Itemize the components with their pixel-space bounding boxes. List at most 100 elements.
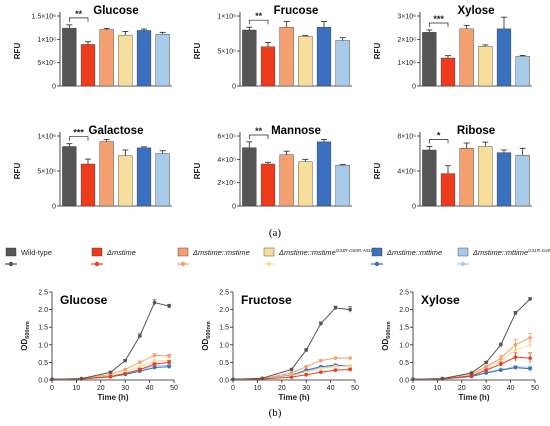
data-point xyxy=(304,348,309,352)
y-tick-label: 4×10⁵ xyxy=(397,169,416,176)
data-point xyxy=(513,365,518,370)
data-point xyxy=(108,374,113,379)
bar-chart-1: Frucose 0 5×10⁵ 1×10⁶ RFU ** xyxy=(193,5,352,91)
x-tick-label: 40 xyxy=(327,385,335,392)
bar-0 xyxy=(242,29,257,87)
y-tick-label: 6×10⁵ xyxy=(217,134,236,141)
line-chart-0: 0.0 0.5 1.0 1.5 2.0 2.5 0 10 20 30 40 50 Time (h) OD6… xyxy=(20,290,178,403)
y-tick-label: 0 xyxy=(232,204,236,211)
data-point xyxy=(499,368,503,372)
bar-4 xyxy=(136,30,152,87)
legend-bar-swatch xyxy=(263,247,275,257)
y-axis-label: OD600nm xyxy=(201,321,212,351)
legend-item-4: Δmstime::mttime xyxy=(371,247,442,267)
x-tick-label: 0 xyxy=(411,385,415,392)
data-point xyxy=(513,355,518,359)
data-point xyxy=(513,343,518,347)
y-axis-label: OD600nm xyxy=(381,321,392,351)
y-tick-label: 2.0 xyxy=(38,307,48,314)
data-point xyxy=(152,300,157,305)
bar-5 xyxy=(335,40,350,87)
data-point xyxy=(167,304,171,308)
bar-2 xyxy=(279,154,294,207)
bar-4 xyxy=(136,147,152,207)
data-point xyxy=(513,311,518,315)
legend-marker xyxy=(460,261,466,267)
bar-0 xyxy=(422,32,437,87)
chart-title: Mannose xyxy=(271,125,321,137)
data-point xyxy=(528,343,532,347)
series-0 xyxy=(231,305,353,382)
chart-title: Fructose xyxy=(241,293,292,307)
bar-1 xyxy=(440,57,456,87)
data-point xyxy=(469,371,474,375)
x-axis-label: Time (h) xyxy=(459,393,490,402)
y-tick-label: 1.5 xyxy=(219,325,229,332)
bar-1 xyxy=(440,173,456,207)
y-tick-label: 1.0 xyxy=(219,342,229,349)
y-tick-label: 5×10⁵ xyxy=(37,60,56,67)
data-point xyxy=(167,354,171,358)
legend-item-1: Δmstime xyxy=(91,247,136,267)
data-point xyxy=(348,367,352,372)
data-point xyxy=(152,362,157,366)
bar-chart-5: Ribose 0 4×10⁵ 8×10⁵ RFU * xyxy=(373,125,532,211)
legend-marker xyxy=(180,261,186,267)
data-point xyxy=(289,367,294,372)
y-tick-label: 1.5 xyxy=(38,325,48,332)
series-0 xyxy=(411,297,533,382)
y-tick-label: 8×10⁵ xyxy=(397,134,416,141)
data-point xyxy=(304,372,309,377)
y-axis-label-main: OD xyxy=(201,338,210,350)
significance-label: ** xyxy=(75,9,83,19)
data-point xyxy=(231,377,235,382)
line-chart-1: 0.0 0.5 1.0 1.5 2.0 2.5 0 10 20 30 40 50 Time (h) OD6… xyxy=(201,290,359,403)
legend-label-text: Wild-type xyxy=(21,248,52,257)
legend-label: Δmstime::mttime xyxy=(386,248,442,257)
legend-bar-swatch xyxy=(5,247,17,257)
panel-b-label: (b) xyxy=(269,407,282,419)
x-axis-label: Time (h) xyxy=(279,393,310,402)
legend-label-text: Δmstime::mttime xyxy=(386,248,442,257)
bar-2 xyxy=(99,29,114,87)
data-point xyxy=(513,348,518,352)
y-axis-label-main: OD xyxy=(381,338,390,350)
legend-label-text: Δmstime::mstime xyxy=(192,248,250,257)
y-axis-label: RFU xyxy=(13,163,22,180)
y-tick-label: 2.0 xyxy=(219,307,229,314)
y-tick-label: 2×10⁶ xyxy=(397,37,416,44)
legend-label: Δmstime::mstimeG33R-G50R-A91R xyxy=(278,248,375,257)
y-tick-label: 1×10⁶ xyxy=(217,14,236,21)
bar-5 xyxy=(515,155,530,207)
x-tick-label: 50 xyxy=(531,385,539,392)
legend-item-5: Δmstime::mttimeG31R-G49R-A89R xyxy=(457,247,550,267)
bar-1 xyxy=(80,163,96,207)
legend-marker xyxy=(374,261,380,267)
bar-chart-2: Xylose 0 1×10⁶ 2×10⁶ 3×10⁶ RFU *** xyxy=(373,5,532,91)
x-tick-label: 0 xyxy=(231,385,235,392)
bar-chart-4: Mannose 0 2×10⁵ 4×10⁵ 6×10⁵ RFU ** xyxy=(193,125,352,211)
significance-bracket xyxy=(68,17,89,22)
legend-bar-swatch xyxy=(371,247,383,257)
y-tick-label: 1.5 xyxy=(399,325,409,332)
y-axis-label: RFU xyxy=(193,43,202,60)
x-tick-label: 40 xyxy=(507,385,515,392)
data-point xyxy=(123,371,127,376)
significance-label: ** xyxy=(255,11,263,21)
legend: Wild-type Δmstime Δmstime::mstime Δmstime::… xyxy=(5,247,550,267)
data-point xyxy=(484,364,489,369)
data-point xyxy=(304,370,309,375)
x-tick-label: 20 xyxy=(458,385,466,392)
data-point xyxy=(484,368,489,372)
y-tick-label: 2.5 xyxy=(38,290,48,297)
legend-label-text: Δmstime::mttime xyxy=(472,248,528,257)
data-point xyxy=(319,370,323,375)
bar-4 xyxy=(316,141,332,207)
y-axis-label-sub: 600nm xyxy=(25,321,31,339)
data-point xyxy=(138,360,142,365)
bar-charts: Glucose 0 5×10⁵ 1×10⁶ 1.5×10⁶ RFU ** Frucose 0 5×… xyxy=(13,5,532,211)
bar-3 xyxy=(478,46,493,87)
legend-bar-swatch xyxy=(177,247,189,257)
